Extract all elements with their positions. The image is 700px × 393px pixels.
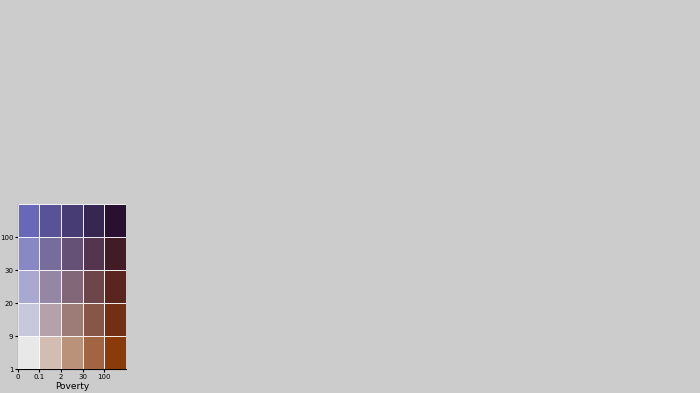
Bar xyxy=(39,270,61,303)
Bar xyxy=(83,237,104,270)
Bar xyxy=(83,270,104,303)
Bar xyxy=(61,303,83,336)
Bar xyxy=(61,270,83,303)
Bar xyxy=(83,204,104,237)
Bar xyxy=(83,303,104,336)
Bar xyxy=(61,237,83,270)
Bar xyxy=(104,237,126,270)
Bar xyxy=(18,336,39,369)
Bar xyxy=(18,204,39,237)
Bar xyxy=(104,270,126,303)
Bar xyxy=(39,336,61,369)
X-axis label: Poverty: Poverty xyxy=(55,382,89,391)
Bar xyxy=(104,204,126,237)
Bar xyxy=(39,204,61,237)
Bar xyxy=(83,336,104,369)
Bar xyxy=(18,237,39,270)
Bar xyxy=(18,270,39,303)
Bar xyxy=(39,303,61,336)
Bar xyxy=(104,303,126,336)
Bar xyxy=(61,336,83,369)
Bar xyxy=(61,204,83,237)
Bar xyxy=(104,336,126,369)
Bar xyxy=(18,303,39,336)
Bar xyxy=(39,237,61,270)
